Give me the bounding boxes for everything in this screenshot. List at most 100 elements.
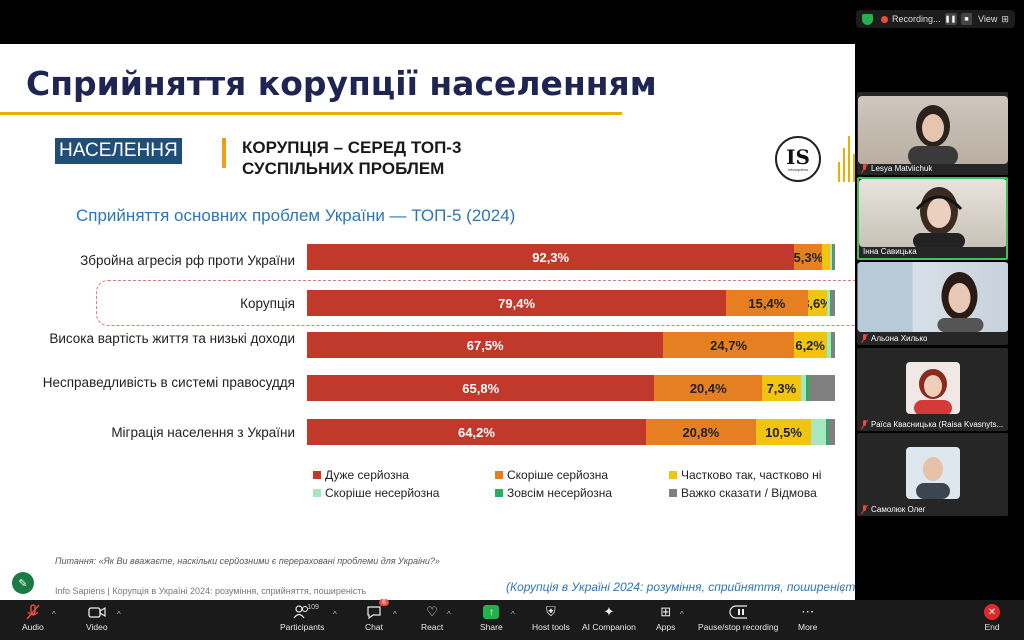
stacked-bar: 65,8% 20,4% 7,3% (307, 375, 835, 401)
bar-segment: 15,4% (726, 290, 808, 316)
participant-video (857, 96, 1008, 164)
participant-name: Lesya Matviichuk (861, 164, 932, 173)
legend-item: Скоріше серйозна (495, 468, 608, 482)
participants-caret-icon[interactable]: ^ (333, 610, 337, 619)
bar-segment: 6,2% (793, 332, 827, 358)
participant-tile[interactable]: Раїса Квасницька (Raisa Kvasnyts... (857, 348, 1008, 431)
participant-tile[interactable]: Самолюк Олег (857, 433, 1008, 516)
participant-video (859, 179, 1006, 247)
title-underline (0, 112, 622, 115)
camera-icon (88, 604, 106, 620)
end-button[interactable]: ✕ End (983, 604, 1001, 632)
mic-muted-icon (24, 604, 42, 620)
apps-label: Apps (656, 622, 676, 632)
bar-segment: 92,3% (307, 244, 795, 270)
share-button[interactable]: ↑ Share (480, 604, 503, 632)
pause-stop-icon (729, 604, 748, 620)
person-avatar-icon (915, 457, 950, 499)
pause-recording-button[interactable]: Pause/stop recording (698, 604, 778, 632)
bar-segment: 3,6% (807, 290, 827, 316)
top-bar: Recording... ❚❚ ■ View ⊞ (0, 0, 1024, 44)
view-label: View (978, 14, 998, 24)
bar-segment (808, 375, 835, 401)
legend-item: Частково так, частково ні (669, 468, 821, 482)
share-caret-icon[interactable]: ^ (511, 610, 515, 619)
participant-tile[interactable]: Lesya Matviichuk (857, 92, 1008, 175)
participant-tile[interactable]: Альона Хилько (857, 262, 1008, 345)
audio-caret-icon[interactable]: ^ (52, 610, 56, 619)
participants-button[interactable]: 109 Participants (280, 604, 324, 632)
participant-name: Альона Хилько (861, 334, 927, 343)
category-label: Збройна агресія рф проти України (80, 253, 295, 268)
corruption-highlight-box (96, 280, 855, 326)
slide-subtitle: КОРУПЦІЯ – СЕРЕД ТОП-3 СУСПІЛЬНИХ ПРОБЛЕ… (242, 137, 512, 179)
apps-grid-icon: ⊞ (660, 604, 672, 619)
view-grid-icon: ⊞ (1001, 13, 1009, 24)
apps-button[interactable]: ⊞ Apps (656, 604, 675, 632)
footer-left: Info Sapiens | Корупція в Україні 2024: … (55, 586, 367, 596)
category-label: Міграція населення з України (111, 425, 295, 440)
person-silhouette-icon (907, 105, 958, 164)
view-button[interactable]: View ⊞ (972, 10, 1015, 28)
chat-button[interactable]: 6 Chat (365, 599, 389, 632)
subtitle-line-1: КОРУПЦІЯ – СЕРЕД ТОП-3 (242, 138, 462, 157)
legend-swatch (495, 489, 503, 497)
bar-segment (800, 375, 806, 401)
bar-segment: 64,2% (307, 419, 646, 445)
legend-swatch (313, 489, 321, 497)
sparkle-icon: ✦ (603, 604, 615, 619)
bar-segment: 10,5% (755, 419, 812, 445)
legend-swatch (669, 471, 677, 479)
more-dots-icon: ⋯ (801, 604, 815, 619)
bar-segment: 7,3% (762, 375, 801, 401)
audio-button[interactable]: Audio (22, 604, 44, 632)
accent-bar (222, 138, 226, 168)
bar-segment (822, 244, 831, 270)
bar-segment: 20,4% (654, 375, 763, 401)
video-button[interactable]: Video (86, 604, 108, 632)
legend-label: Скоріше серйозна (507, 468, 609, 482)
bar-segment: 79,4% (307, 290, 727, 316)
legend-label: Важко сказати / Відмова (681, 486, 817, 500)
bar-segment (831, 244, 833, 270)
category-label: Корупція (240, 296, 295, 311)
bar-segment (832, 244, 835, 270)
end-label: End (984, 622, 1000, 632)
legend-swatch (495, 471, 503, 479)
bar-segment: 20,8% (645, 419, 756, 445)
shield-icon: ⛨ (546, 604, 556, 619)
participant-tile-active[interactable]: Інна Савицька (857, 177, 1008, 260)
recording-indicator[interactable]: Recording... ❚❚ ■ (856, 10, 979, 28)
legend-label: Скоріше несерйозна (325, 486, 440, 500)
participants-label: Participants (280, 622, 325, 632)
ai-companion-button[interactable]: ✦ AI Companion (582, 604, 636, 632)
host-tools-button[interactable]: ⛨ Host tools (532, 604, 570, 632)
ai-companion-label: AI Companion (582, 622, 636, 632)
bar-segment (826, 290, 830, 316)
share-screen-icon: ↑ (482, 604, 500, 620)
logo-text: IS (786, 144, 810, 169)
person-silhouette-icon (912, 187, 965, 247)
stacked-bar: 67,5% 24,7% 6,2% (307, 332, 835, 358)
legend-item: Зовсім несерйозна (495, 486, 612, 500)
apps-caret-icon[interactable]: ^ (680, 610, 684, 619)
chat-caret-icon[interactable]: ^ (393, 610, 397, 619)
bar-segment (826, 419, 829, 445)
participant-avatar (905, 447, 960, 499)
more-label: More (798, 622, 818, 632)
annotate-pencil-icon[interactable]: ✎ (12, 572, 34, 594)
people-icon: 109 (293, 604, 319, 620)
bar-segment (826, 332, 831, 358)
pause-recording-icon[interactable]: ❚❚ (944, 13, 957, 25)
more-button[interactable]: ⋯ More (798, 604, 817, 632)
stop-recording-icon[interactable]: ■ (960, 13, 973, 25)
video-caret-icon[interactable]: ^ (117, 610, 121, 619)
person-silhouette-icon (857, 262, 983, 332)
react-caret-icon[interactable]: ^ (447, 610, 451, 619)
stacked-bar: 92,3% 5,3% (307, 244, 835, 270)
pause-recording-label: Pause/stop recording (698, 622, 779, 632)
react-button[interactable]: ♡ React (421, 604, 443, 632)
shield-icon (862, 13, 873, 25)
record-dot-icon (881, 15, 888, 23)
